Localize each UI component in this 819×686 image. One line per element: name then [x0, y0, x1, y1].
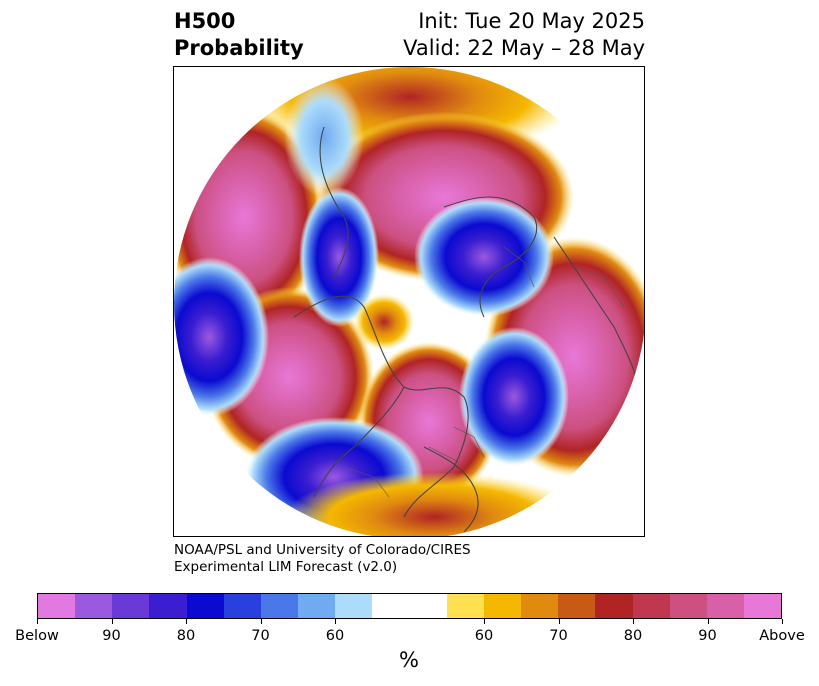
globe-disc [174, 67, 644, 536]
political-borders [343, 246, 625, 498]
colorbar-segment [558, 594, 596, 618]
colorbar-segment [75, 594, 113, 618]
title-field: Probability [174, 36, 304, 60]
colorbar-tick-label: 90 [698, 628, 717, 644]
credit-line-1: NOAA/PSL and University of Colorado/CIRE… [174, 542, 471, 558]
anomaly-below-central-asia [299, 187, 379, 327]
colorbar-tick-label: 60 [474, 628, 494, 644]
colorbar-unit: % [399, 648, 419, 672]
colorbar-segment [521, 594, 559, 618]
colorbar-tick-label: Above [759, 628, 805, 644]
colorbar-segment [409, 594, 447, 618]
init-date: Init: Tue 20 May 2025 [418, 9, 645, 33]
colorbar-tick-mark [707, 619, 709, 624]
colorbar-segment [446, 594, 484, 618]
colorbar [37, 593, 782, 619]
colorbar-tick-mark [782, 619, 783, 624]
colorbar-tick-label: 80 [176, 628, 196, 644]
colorbar-segment [335, 594, 373, 618]
colorbar-segment [186, 594, 224, 618]
colorbar-segment [743, 594, 782, 618]
colorbar-tick-label: 70 [549, 628, 568, 644]
colorbar-tick-mark [633, 619, 634, 624]
colorbar-tick-mark [484, 619, 485, 624]
colorbar-tick-label: Below [15, 628, 59, 644]
colorbar-segment [112, 594, 150, 618]
colorbar-segment [483, 594, 522, 618]
colorbar-tick-label: 70 [251, 628, 270, 644]
map-dates: Init: Tue 20 May 2025 Valid: 22 May – 28… [403, 8, 645, 62]
anomaly-above-pole [354, 294, 414, 350]
colorbar-tick-mark [335, 619, 336, 624]
anomaly-light-below-east-asia [284, 77, 364, 197]
colorbar-tick-mark [260, 619, 262, 624]
colorbar-segment [260, 594, 299, 618]
colorbar-tick-label: 90 [102, 628, 121, 644]
colorbar-segment [149, 594, 187, 618]
colorbar-tick-label: 80 [623, 628, 643, 644]
anomaly-below-north-atlantic [459, 327, 569, 467]
anomaly-below-greenland [414, 197, 554, 317]
valid-dates: Valid: 22 May – 28 May [403, 36, 645, 60]
colorbar-tick-mark [37, 619, 38, 624]
colorbar-tick-mark [558, 619, 560, 624]
map-title: H500 Probability [174, 8, 304, 62]
credit-line-2: Experimental LIM Forecast (v2.0) [174, 559, 398, 575]
colorbar-segment [595, 594, 633, 618]
colorbar-segment [632, 594, 670, 618]
map-panel [173, 66, 645, 537]
colorbar-segment [298, 594, 336, 618]
colorbar-segment [38, 594, 76, 618]
credit-text: NOAA/PSL and University of Colorado/CIRE… [174, 542, 471, 576]
probability-map [174, 67, 644, 536]
colorbar-tick-label: 60 [325, 628, 345, 644]
anomaly-above-south [284, 472, 584, 536]
title-variable: H500 [174, 9, 236, 33]
colorbar-segment [669, 594, 707, 618]
colorbar-segment [223, 594, 261, 618]
colorbar-tick-mark [111, 619, 113, 624]
colorbar-segment [372, 594, 410, 618]
colorbar-segment [706, 594, 744, 618]
colorbar-tick-mark [186, 619, 187, 624]
